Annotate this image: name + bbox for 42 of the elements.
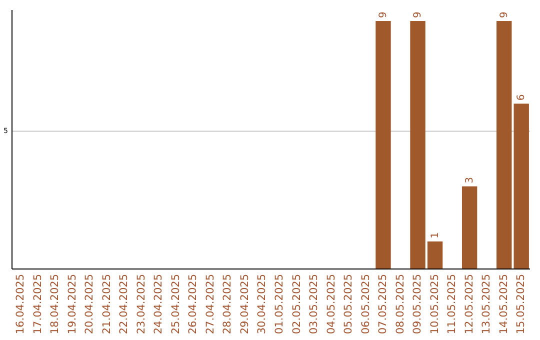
x-tick-label: 27.04.2025 (204, 274, 216, 334)
x-tick-label: 28.04.2025 (222, 274, 234, 334)
data-label: 9 (498, 12, 510, 18)
x-tick-label: 04.05.2025 (325, 274, 338, 334)
x-tick-label: 29.04.2025 (238, 274, 251, 334)
x-tick-label: 17.04.2025 (32, 274, 44, 334)
x-tick-label: 21.04.2025 (100, 274, 113, 334)
x-tick-label: 03.05.2025 (308, 274, 320, 334)
x-tick-label: 18.04.2025 (49, 274, 62, 334)
x-tick-label: 16.04.2025 (14, 274, 27, 334)
x-tick-label: 09.05.2025 (412, 274, 424, 334)
x-tick-label: 14.05.2025 (498, 274, 510, 334)
x-tick-label: 07.05.2025 (377, 274, 390, 334)
x-tick-label: 01.05.2025 (274, 274, 286, 334)
data-label: 9 (378, 12, 389, 18)
data-label: 9 (412, 12, 424, 18)
x-tick-label: 15.05.2025 (515, 274, 528, 334)
bar (496, 21, 512, 269)
x-tick-label: 06.05.2025 (360, 274, 372, 334)
x-tick-label: 24.04.2025 (152, 274, 165, 334)
x-tick-label: 12.05.2025 (463, 274, 476, 334)
x-tick-label: 10.05.2025 (428, 274, 441, 334)
x-tick-label: 08.05.2025 (394, 274, 406, 334)
bar (462, 186, 478, 269)
bar (514, 104, 529, 269)
data-label: 3 (464, 176, 476, 184)
x-tick-label: 26.04.2025 (187, 274, 200, 334)
x-tick-label: 30.04.2025 (256, 274, 268, 334)
x-tick-label: 22.04.2025 (118, 274, 130, 334)
x-tick-label: 23.04.2025 (135, 274, 148, 334)
bar (410, 21, 426, 269)
x-tick-label: 05.05.2025 (342, 274, 355, 334)
bar (376, 21, 391, 269)
x-tick-label: 02.05.2025 (290, 274, 303, 334)
x-tick-label: 25.04.2025 (170, 274, 182, 334)
data-label: 1 (430, 232, 441, 238)
data-label: 6 (516, 94, 528, 101)
bar (427, 241, 443, 269)
x-tick-label: 19.04.2025 (66, 274, 78, 334)
x-tick-label: 13.05.2025 (480, 274, 493, 334)
x-tick-label: 20.04.2025 (84, 274, 96, 334)
x-tick-label: 11.05.2025 (446, 274, 458, 334)
